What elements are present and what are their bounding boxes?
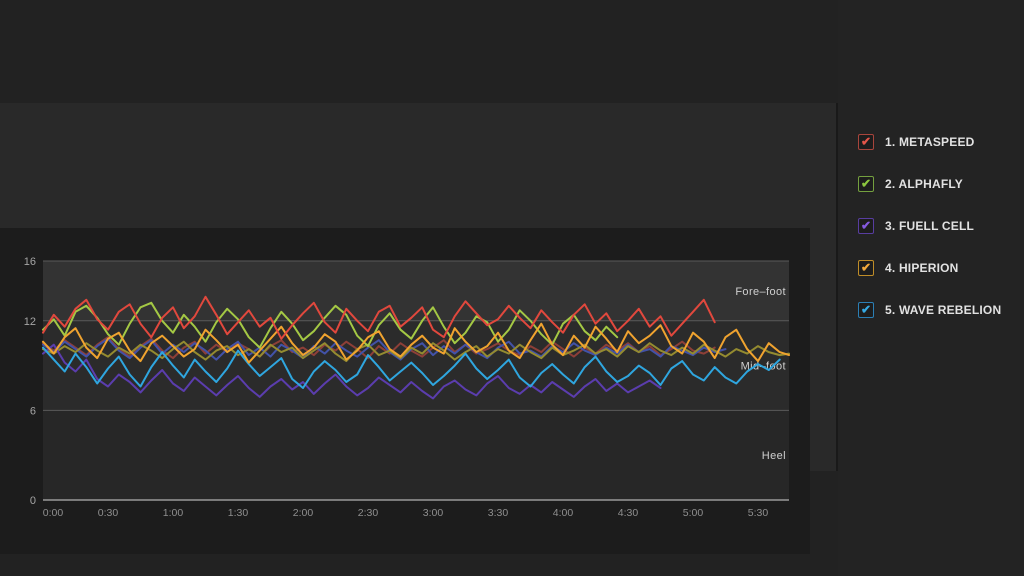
x-tick-label-1-00: 1:00 (163, 507, 184, 519)
zone-label-fore-foot: Fore–foot (735, 286, 786, 298)
y-tick-label-6: 6 (30, 405, 36, 417)
x-tick-label-5-00: 5:00 (683, 507, 704, 519)
checkmark-icon: ✔ (860, 260, 872, 274)
x-tick-label-2-30: 2:30 (358, 507, 379, 519)
legend-item-3-fuell-cell[interactable]: ✔ 3. FUELL CELL (858, 217, 1001, 234)
x-tick-label-4-00: 4:00 (553, 507, 574, 519)
zone-band-mid-foot (43, 320, 789, 411)
zone-label-heel: Heel (762, 450, 786, 462)
series-line-unlabeled-indigo (42, 337, 727, 361)
checkmark-icon: ✔ (860, 134, 872, 148)
x-tick-label-5-30: 5:30 (748, 507, 769, 519)
y-tick-label-16: 16 (24, 256, 36, 268)
x-tick-label-3-30: 3:30 (488, 507, 509, 519)
checkbox-2-alphafly[interactable]: ✔ (858, 175, 874, 192)
chart-card: 16 12 6 0 0:00 0:30 1:00 1:30 2:00 2:30 3:00 3:30 4:… (0, 228, 810, 554)
y-tick-label-12: 12 (24, 316, 36, 328)
legend-item-label: 1. METASPEED (885, 134, 975, 149)
checkbox-1-metaspeed[interactable]: ✔ (858, 133, 874, 150)
content-row: 16 12 6 0 0:00 0:30 1:00 1:30 2:00 2:30 3:00 3:30 4:… (0, 103, 838, 554)
legend-item-2-alphafly[interactable]: ✔ 2. ALPHAFLY (858, 175, 1001, 192)
checkmark-icon: ✔ (860, 176, 872, 190)
x-tick-label-1-30: 1:30 (228, 507, 249, 519)
legend-item-4-hiperion[interactable]: ✔ 4. HIPERION (858, 259, 1001, 276)
series-line-5-wave-rebelion (42, 346, 781, 389)
legend-items: ✔ 1. METASPEED ✔ 2. ALPHAFLY ✔ 3. FUELL CELL ✔… (858, 133, 1001, 318)
series-line-3-fuell-cell (42, 343, 662, 400)
series-line-unlabeled-olive (42, 340, 790, 363)
series-line-unlabeled-dark-red (42, 336, 716, 360)
legend-item-label: 2. ALPHAFLY (885, 176, 963, 191)
zone-band-heel (43, 410, 789, 500)
checkbox-4-hiperion[interactable]: ✔ (858, 259, 874, 276)
x-tick-label-0-30: 0:30 (98, 507, 119, 519)
legend-item-1-metaspeed[interactable]: ✔ 1. METASPEED (858, 133, 1001, 150)
x-tick-label-2-00: 2:00 (293, 507, 314, 519)
series-line-2-alphafly (42, 301, 619, 349)
legend-item-label: 4. HIPERION (885, 260, 959, 275)
x-tick-label-3-00: 3:00 (423, 507, 444, 519)
legend-panel: ✔ 1. METASPEED ✔ 2. ALPHAFLY ✔ 3. FUELL CELL ✔… (838, 0, 1024, 576)
series-line-4-hiperion (42, 322, 790, 364)
checkmark-icon: ✔ (860, 218, 872, 232)
zone-band-fore-foot (43, 261, 789, 321)
legend-item-5-wave-rebelion[interactable]: ✔ 5. WAVE REBELION (858, 301, 1001, 318)
series-line-1-metaspeed (42, 295, 716, 340)
legend-item-label: 3. FUELL CELL (885, 218, 975, 233)
x-tick-label-0-00: 0:00 (43, 507, 64, 519)
checkbox-3-fuell-cell[interactable]: ✔ (858, 217, 874, 234)
foot-strike-chart: 16 12 6 0 0:00 0:30 1:00 1:30 2:00 2:30 3:00 3:30 4:… (24, 256, 790, 519)
legend-item-label: 5. WAVE REBELION (885, 302, 1002, 317)
y-tick-label-0: 0 (30, 495, 36, 507)
checkbox-5-wave-rebelion[interactable]: ✔ (858, 301, 874, 318)
x-tick-label-4-30: 4:30 (618, 507, 639, 519)
checkmark-icon: ✔ (860, 302, 872, 316)
